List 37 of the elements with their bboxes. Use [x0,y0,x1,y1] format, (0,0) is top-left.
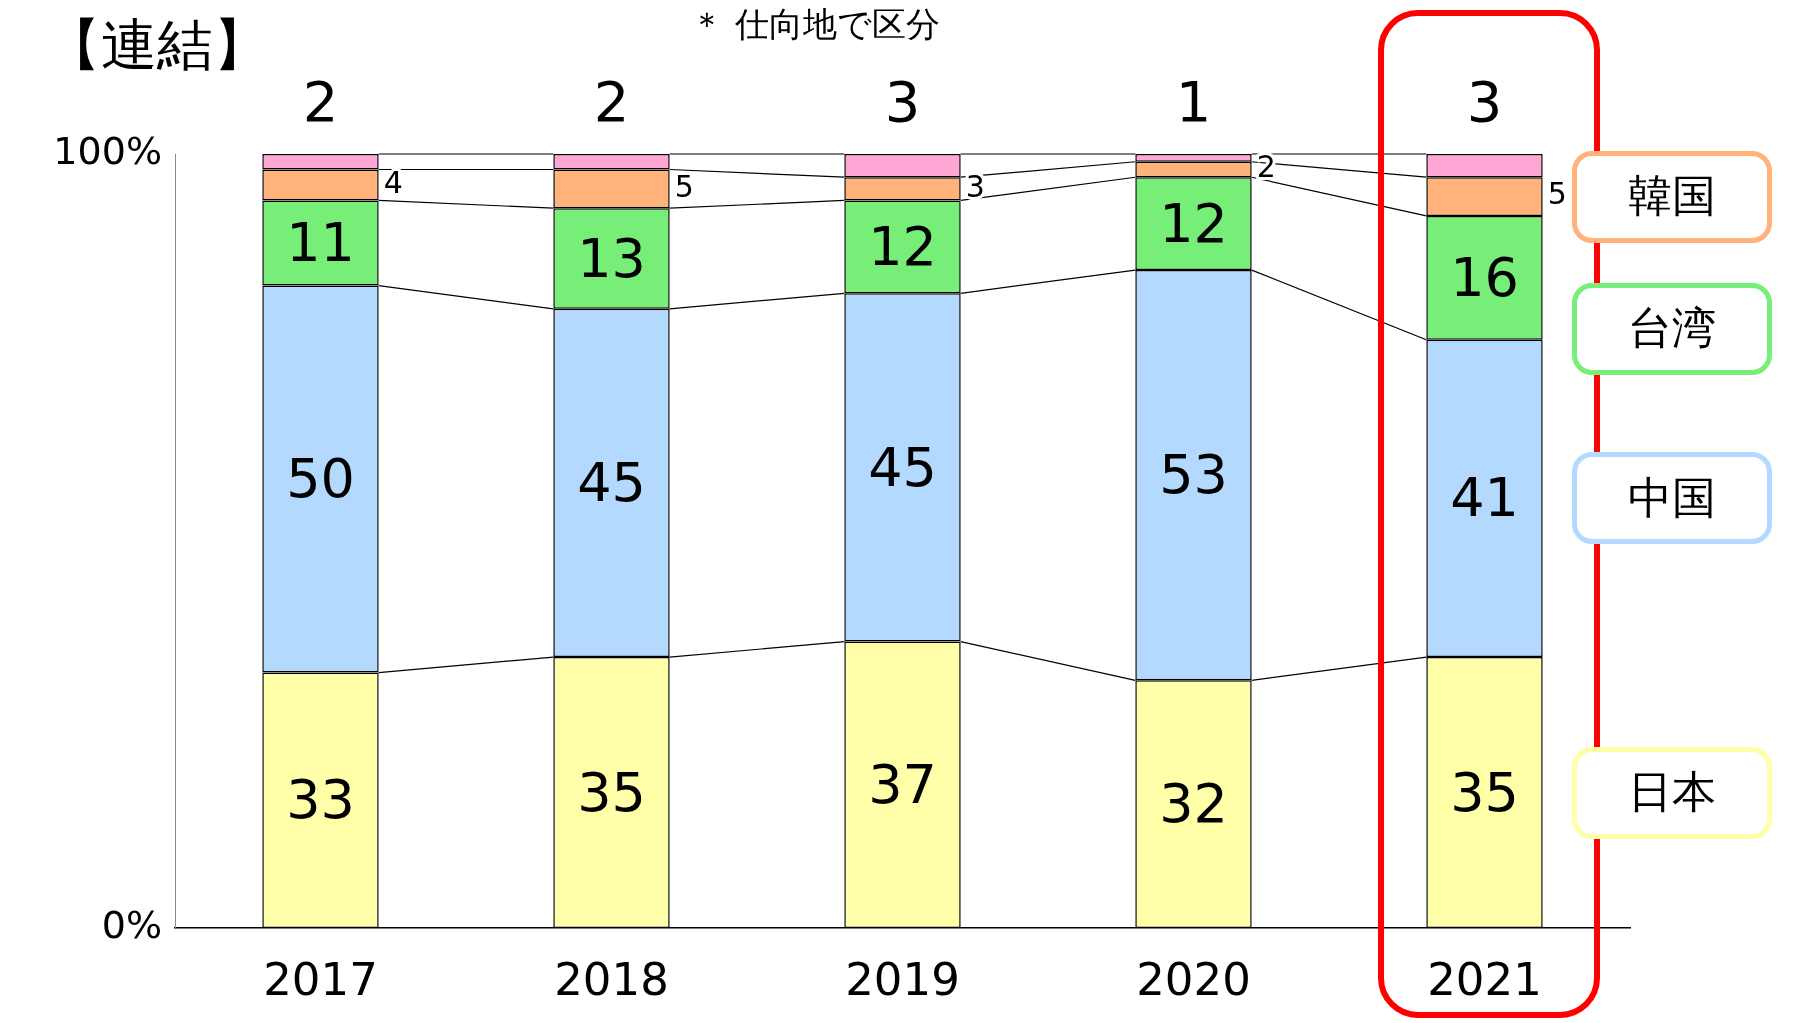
data-label: 2 [593,68,630,134]
data-label: 33 [286,768,355,832]
data-label: 3 [1466,68,1503,134]
series-label: 台湾 [1572,282,1772,375]
x-tick-label: 2017 [263,952,378,1006]
y-tick-label: 100% [53,128,162,173]
series-label: 日本 [1572,746,1772,839]
chart-title: 【連結】 [45,11,269,79]
y-tick-label: 0% [101,902,162,947]
data-label: 5 [1547,176,1567,212]
data-label: 41 [1450,466,1519,530]
series-label: 中国 [1572,452,1772,545]
data-label: 12 [868,214,937,278]
data-label: 12 [1159,191,1228,255]
data-label: 37 [868,752,937,816]
series-label: 韓国 [1572,150,1772,243]
data-label: 32 [1159,772,1228,836]
x-tick-label: 2018 [554,952,669,1006]
data-label: 35 [577,760,646,824]
data-label: 1 [1175,68,1212,134]
text: ＊ 仕向地で区分 [690,3,940,46]
data-label: 2 [302,68,339,134]
x-tick-label: 2020 [1136,952,1251,1006]
data-label: 3 [965,168,985,204]
data-label: 53 [1159,443,1228,507]
data-label: 3 [884,68,921,134]
data-label: 13 [577,226,646,290]
data-label: 45 [868,435,937,499]
x-tick-label: 2019 [845,952,960,1006]
data-label: 11 [286,211,355,275]
x-tick-label: 2021 [1427,952,1542,1006]
data-label: 35 [1450,760,1519,824]
data-label: 16 [1450,245,1519,309]
data-label: 50 [286,447,355,511]
data-label: 45 [577,450,646,514]
data-label: 4 [383,164,403,200]
data-label: 5 [674,168,694,204]
